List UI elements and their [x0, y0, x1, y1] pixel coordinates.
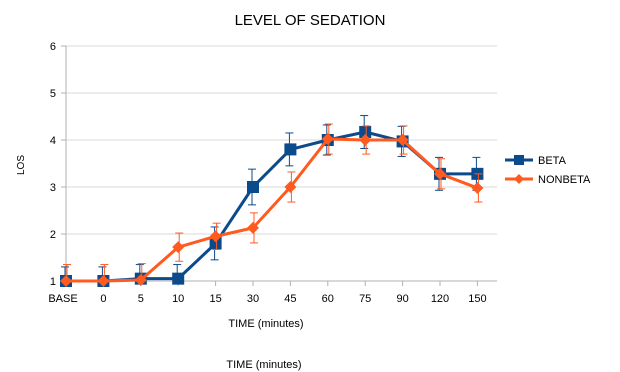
y-axis-label: LOS	[16, 155, 27, 175]
y-tick-label: 3	[50, 182, 56, 194]
x-tick-label: 10	[172, 293, 184, 305]
y-tick-label: 2	[50, 229, 56, 241]
series-beta	[60, 115, 484, 287]
data-point	[209, 230, 222, 243]
x-tick-labels: BASE 0 5 10 15 30 45 60 75 90 120 150	[48, 293, 486, 305]
data-point	[321, 133, 334, 146]
series-line	[66, 137, 478, 283]
data-point	[209, 237, 222, 250]
data-point	[396, 134, 409, 146]
data-point	[172, 272, 185, 285]
data-point	[471, 181, 484, 194]
data-point	[284, 181, 297, 193]
y-tick-labels: 1 2 3 4 5 6	[50, 41, 56, 288]
x-tick-label: 0	[100, 293, 106, 305]
data-point	[247, 221, 259, 234]
legend-label: NONBETA	[538, 174, 591, 186]
bottom-caption: TIME (minutes)	[226, 359, 301, 371]
data-point	[134, 274, 147, 287]
series-nonbeta	[60, 123, 484, 287]
x-tick-label: 5	[138, 293, 144, 305]
legend-label: BETA	[538, 155, 567, 167]
axes	[65, 46, 497, 282]
y-tick-label: 6	[50, 41, 56, 53]
legend-marker	[514, 174, 524, 184]
data-point	[172, 241, 185, 254]
chart-title: LEVEL OF SEDATION	[235, 12, 386, 29]
x-tick-label: 120	[431, 293, 449, 305]
x-tick-label: 30	[247, 293, 259, 305]
data-point	[247, 181, 259, 193]
y-tick-label: 1	[50, 276, 56, 288]
x-axis-label: TIME (minutes)	[228, 318, 303, 330]
series	[60, 115, 484, 287]
x-tick-label: 150	[468, 293, 486, 305]
data-point	[97, 275, 110, 287]
x-tick-label: 60	[322, 293, 334, 305]
data-point	[284, 143, 297, 156]
data-point	[434, 167, 446, 180]
x-tick-label: BASE	[48, 293, 77, 305]
x-tick-label: 45	[284, 293, 296, 305]
legend-item-beta: BETA	[505, 155, 567, 167]
legend-marker	[514, 155, 524, 165]
y-tick-label: 5	[50, 88, 56, 100]
data-point	[60, 275, 72, 287]
data-point	[359, 134, 372, 146]
data-point	[359, 126, 372, 139]
x-tick-label: 15	[209, 293, 221, 305]
x-tick-label: 90	[396, 293, 408, 305]
legend-item-nonbeta: NONBETA	[505, 174, 591, 186]
y-tick-label: 4	[50, 135, 56, 147]
legend: BETA NONBETA	[505, 155, 591, 186]
x-tick-label: 75	[359, 293, 371, 305]
